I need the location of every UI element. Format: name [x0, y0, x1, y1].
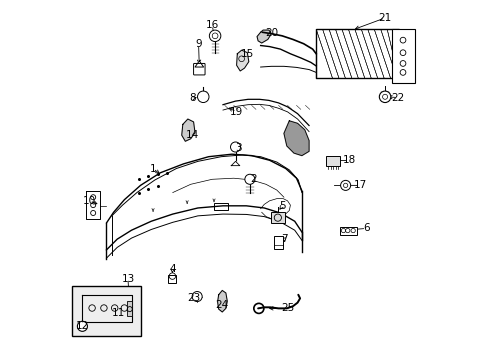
Bar [391, 30, 414, 83]
Text: 15: 15 [240, 49, 253, 59]
Circle shape [230, 142, 240, 152]
Text: 22: 22 [390, 93, 404, 103]
Text: 7: 7 [280, 234, 286, 244]
Text: 2: 2 [250, 174, 256, 184]
Polygon shape [236, 50, 248, 71]
Text: 21: 21 [378, 13, 391, 23]
Bar [168, 275, 176, 283]
Circle shape [209, 30, 221, 41]
Circle shape [379, 91, 390, 103]
Text: 12: 12 [76, 321, 89, 331]
FancyBboxPatch shape [193, 63, 204, 75]
Bar [270, 212, 285, 223]
Text: 4: 4 [169, 264, 175, 274]
Text: 25: 25 [280, 303, 294, 314]
FancyBboxPatch shape [72, 286, 140, 336]
Circle shape [244, 174, 254, 184]
Polygon shape [257, 30, 271, 43]
Text: 24: 24 [215, 300, 228, 310]
Polygon shape [284, 121, 308, 156]
Circle shape [340, 180, 350, 190]
FancyBboxPatch shape [325, 156, 340, 166]
Text: 20: 20 [264, 28, 277, 38]
Text: 19: 19 [229, 107, 243, 117]
Circle shape [197, 91, 208, 103]
Text: 10: 10 [83, 196, 96, 206]
Bar [126, 301, 132, 316]
Text: 3: 3 [234, 143, 241, 153]
Bar [273, 236, 282, 249]
Polygon shape [195, 61, 203, 67]
Text: 13: 13 [121, 274, 134, 284]
Text: 9: 9 [195, 40, 202, 49]
Text: 23: 23 [186, 293, 200, 303]
Polygon shape [182, 119, 195, 141]
Circle shape [77, 321, 87, 331]
Text: 5: 5 [278, 201, 285, 211]
Text: 11: 11 [111, 308, 124, 318]
Text: 17: 17 [353, 180, 366, 190]
Text: 14: 14 [185, 130, 199, 140]
Text: 1: 1 [149, 163, 156, 174]
Text: 16: 16 [205, 20, 219, 30]
Bar [316, 30, 398, 78]
Text: 6: 6 [363, 224, 369, 233]
FancyBboxPatch shape [339, 226, 357, 234]
Text: 8: 8 [189, 93, 195, 103]
Polygon shape [231, 161, 239, 166]
Text: 18: 18 [342, 155, 355, 165]
Bar [214, 203, 227, 211]
Circle shape [192, 292, 202, 302]
Polygon shape [217, 291, 227, 312]
